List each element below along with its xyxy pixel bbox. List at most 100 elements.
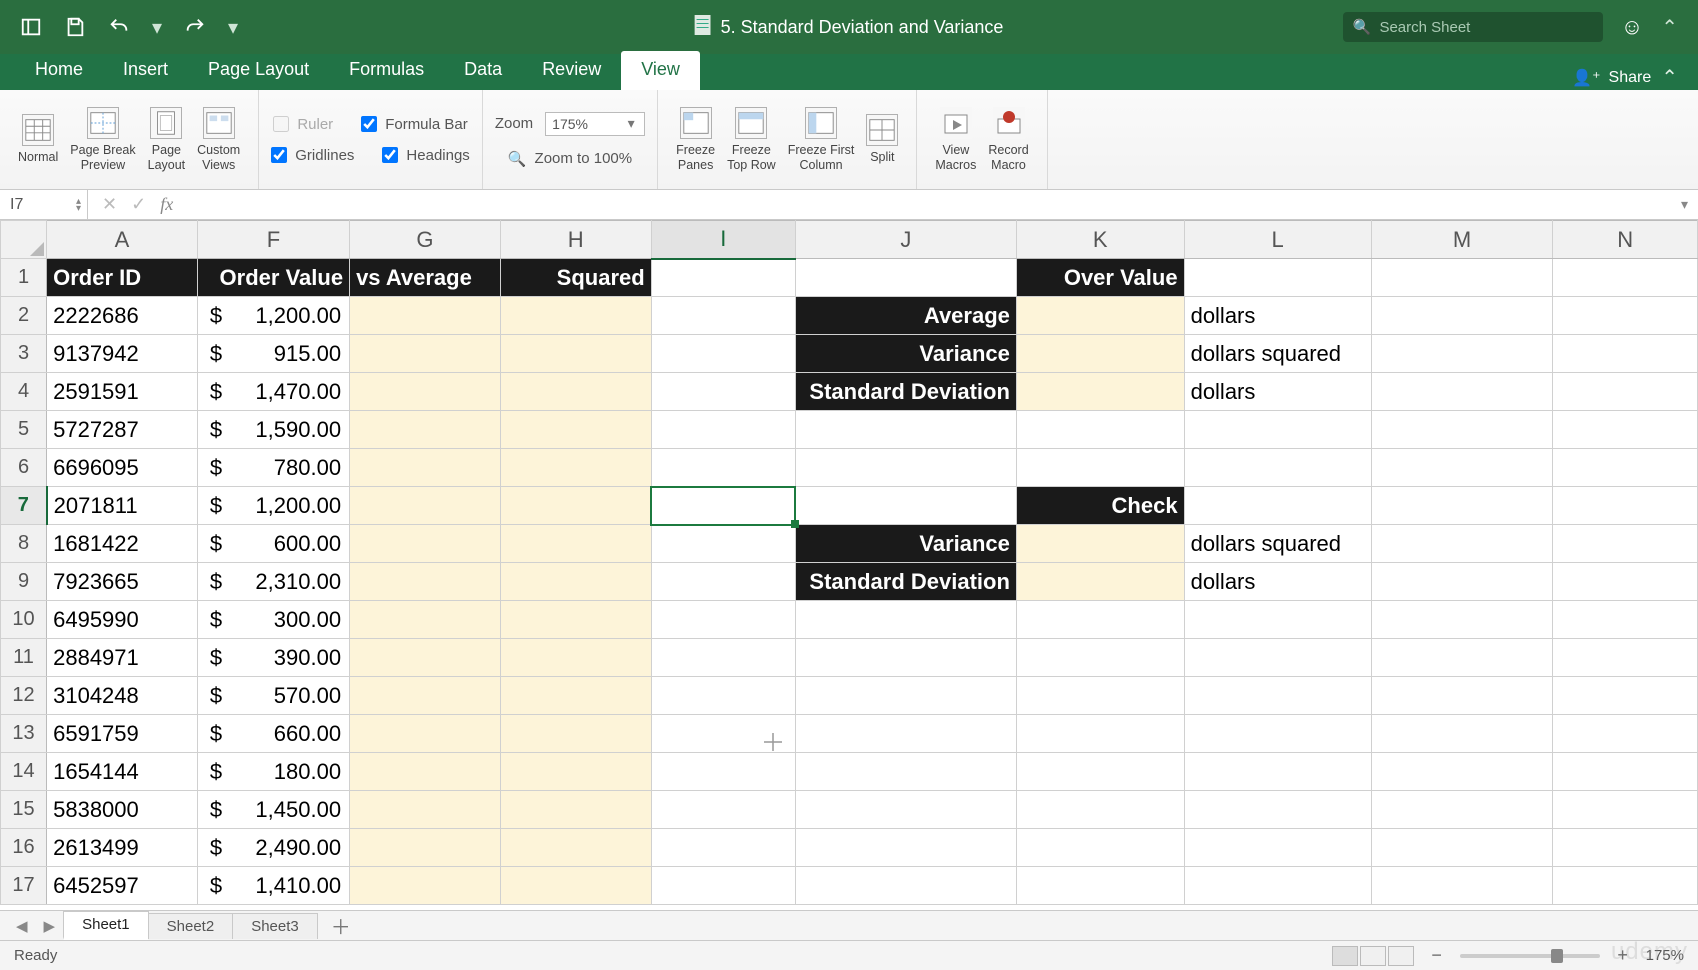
undo-dropdown-icon[interactable]: ▾ <box>152 15 162 40</box>
cell-M8[interactable] <box>1371 525 1553 563</box>
cell-A10[interactable]: 6495990 <box>47 601 198 639</box>
sheet-tab-1[interactable]: Sheet1 <box>63 911 149 940</box>
cell-A16[interactable]: 2613499 <box>47 829 198 867</box>
record-macro-button[interactable]: Record Macro <box>982 103 1034 177</box>
cell-K4[interactable] <box>1016 373 1184 411</box>
search-sheet[interactable]: 🔍 Search Sheet <box>1343 12 1603 42</box>
cell-G16[interactable] <box>350 829 501 867</box>
cell-H6[interactable] <box>500 449 651 487</box>
sidebar-icon[interactable] <box>20 16 42 38</box>
cell-F5[interactable]: $1,590.00 <box>197 411 349 449</box>
user-menu-chevron-icon[interactable]: ⌃ <box>1661 15 1678 40</box>
cell-H8[interactable] <box>500 525 651 563</box>
cell-K14[interactable] <box>1016 753 1184 791</box>
cell-G3[interactable] <box>350 335 501 373</box>
cell-A8[interactable]: 1681422 <box>47 525 198 563</box>
cell-K11[interactable] <box>1016 639 1184 677</box>
cell-M10[interactable] <box>1371 601 1553 639</box>
cell-J15[interactable] <box>795 791 1016 829</box>
accept-formula-icon[interactable]: ✓ <box>131 194 146 215</box>
tab-insert[interactable]: Insert <box>103 51 188 90</box>
cell-A3[interactable]: 9137942 <box>47 335 198 373</box>
cell-K1[interactable]: Over Value <box>1016 259 1184 297</box>
tab-page-layout[interactable]: Page Layout <box>188 51 329 90</box>
sheet-nav-prev-icon[interactable]: ◀ <box>8 917 36 935</box>
cell-J14[interactable] <box>795 753 1016 791</box>
tab-formulas[interactable]: Formulas <box>329 51 444 90</box>
cell-G10[interactable] <box>350 601 501 639</box>
cell-N13[interactable] <box>1553 715 1698 753</box>
cell-J11[interactable] <box>795 639 1016 677</box>
cell-L2[interactable]: dollars <box>1184 297 1371 335</box>
cell-J8[interactable]: Variance <box>795 525 1016 563</box>
col-header-K[interactable]: K <box>1016 221 1184 259</box>
row-header-15[interactable]: 15 <box>1 791 47 829</box>
cell-I16[interactable] <box>651 829 795 867</box>
cell-J2[interactable]: Average <box>795 297 1016 335</box>
cell-A15[interactable]: 5838000 <box>47 791 198 829</box>
cell-G14[interactable] <box>350 753 501 791</box>
col-header-M[interactable]: M <box>1371 221 1553 259</box>
cell-N1[interactable] <box>1553 259 1698 297</box>
cell-F13[interactable]: $660.00 <box>197 715 349 753</box>
cell-N4[interactable] <box>1553 373 1698 411</box>
save-icon[interactable] <box>64 16 86 38</box>
cell-A11[interactable]: 2884971 <box>47 639 198 677</box>
cell-G7[interactable] <box>350 487 501 525</box>
freeze-panes-button[interactable]: Freeze Panes <box>670 103 721 177</box>
cell-F10[interactable]: $300.00 <box>197 601 349 639</box>
zoom-select[interactable]: 175% ▾ <box>545 112 645 136</box>
formula-bar-checkbox[interactable]: Formula Bar <box>361 116 468 133</box>
cell-L16[interactable] <box>1184 829 1371 867</box>
cell-I11[interactable] <box>651 639 795 677</box>
col-header-G[interactable]: G <box>350 221 501 259</box>
cell-A12[interactable]: 3104248 <box>47 677 198 715</box>
cell-M15[interactable] <box>1371 791 1553 829</box>
cell-A9[interactable]: 7923665 <box>47 563 198 601</box>
cell-F12[interactable]: $570.00 <box>197 677 349 715</box>
cell-K17[interactable] <box>1016 867 1184 905</box>
cell-K8[interactable] <box>1016 525 1184 563</box>
col-header-N[interactable]: N <box>1553 221 1698 259</box>
cell-M2[interactable] <box>1371 297 1553 335</box>
page-layout-button[interactable]: Page Layout <box>142 103 192 177</box>
cell-L6[interactable] <box>1184 449 1371 487</box>
cell-M17[interactable] <box>1371 867 1553 905</box>
cell-L15[interactable] <box>1184 791 1371 829</box>
zoom-slider[interactable] <box>1460 954 1600 958</box>
cell-H15[interactable] <box>500 791 651 829</box>
row-header-11[interactable]: 11 <box>1 639 47 677</box>
cell-J4[interactable]: Standard Deviation <box>795 373 1016 411</box>
row-header-14[interactable]: 14 <box>1 753 47 791</box>
sheet-tab-2[interactable]: Sheet2 <box>148 913 234 939</box>
cell-I4[interactable] <box>651 373 795 411</box>
cell-J17[interactable] <box>795 867 1016 905</box>
cell-M13[interactable] <box>1371 715 1553 753</box>
cell-N6[interactable] <box>1553 449 1698 487</box>
cell-A6[interactable]: 6696095 <box>47 449 198 487</box>
cell-H2[interactable] <box>500 297 651 335</box>
tab-home[interactable]: Home <box>15 51 103 90</box>
cell-K7[interactable]: Check <box>1016 487 1184 525</box>
cell-I14[interactable] <box>651 753 795 791</box>
cell-H5[interactable] <box>500 411 651 449</box>
col-header-J[interactable]: J <box>795 221 1016 259</box>
row-header-17[interactable]: 17 <box>1 867 47 905</box>
cell-I17[interactable] <box>651 867 795 905</box>
col-header-A[interactable]: A <box>47 221 198 259</box>
cell-L9[interactable]: dollars <box>1184 563 1371 601</box>
cell-F7[interactable]: $1,200.00 <box>197 487 349 525</box>
cell-J5[interactable] <box>795 411 1016 449</box>
undo-icon[interactable] <box>108 16 130 38</box>
cell-L3[interactable]: dollars squared <box>1184 335 1371 373</box>
cell-H16[interactable] <box>500 829 651 867</box>
cell-M3[interactable] <box>1371 335 1553 373</box>
col-header-L[interactable]: L <box>1184 221 1371 259</box>
row-header-1[interactable]: 1 <box>1 259 47 297</box>
cell-J13[interactable] <box>795 715 1016 753</box>
cell-I15[interactable] <box>651 791 795 829</box>
cell-J9[interactable]: Standard Deviation <box>795 563 1016 601</box>
cell-F16[interactable]: $2,490.00 <box>197 829 349 867</box>
cell-F6[interactable]: $780.00 <box>197 449 349 487</box>
cell-I10[interactable] <box>651 601 795 639</box>
